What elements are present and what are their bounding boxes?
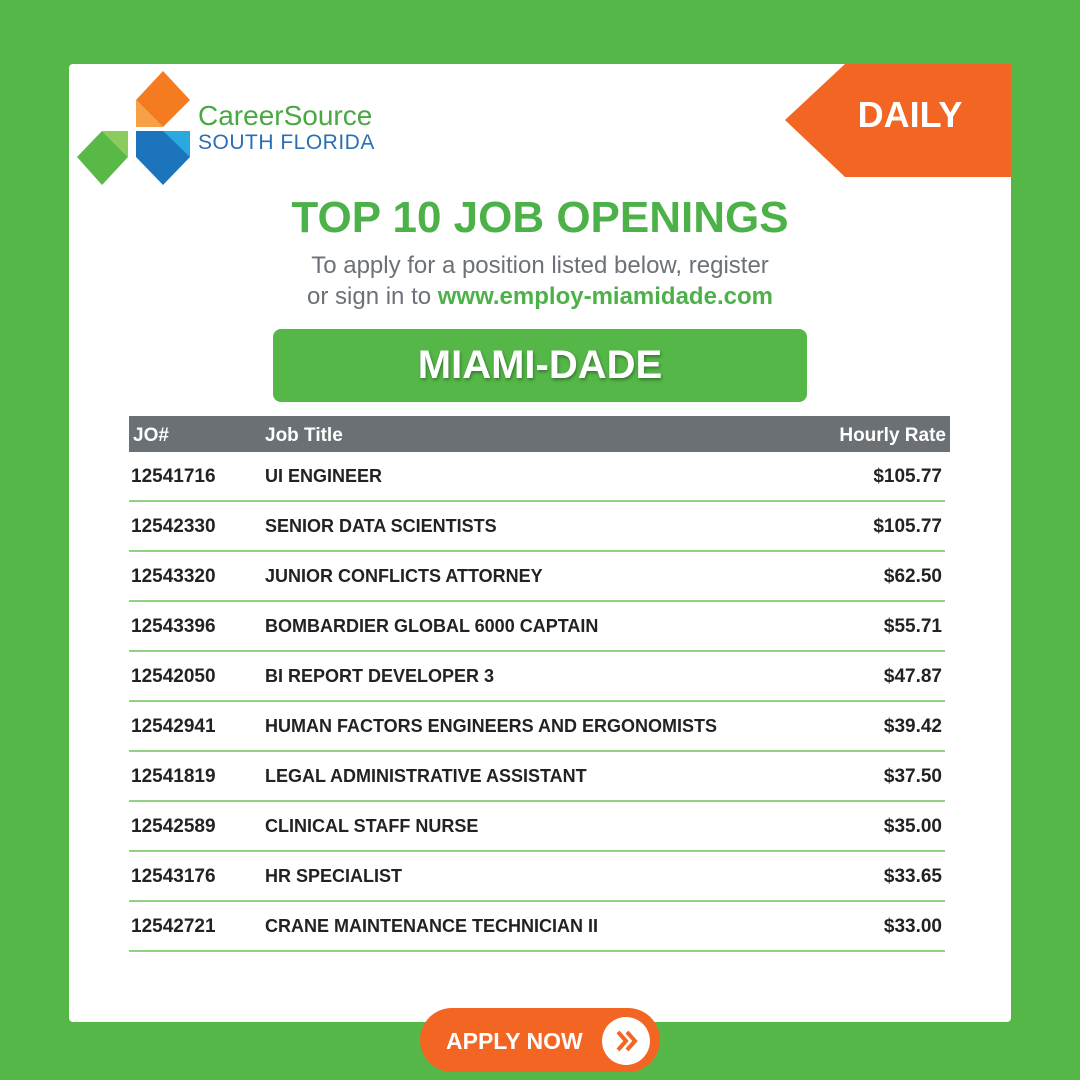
table-row: 12541819 LEGAL ADMINISTRATIVE ASSISTANT $3… (129, 752, 945, 802)
card (69, 64, 1011, 1022)
table-row: 12543396 BOMBARDIER GLOBAL 6000 CAPTAIN $5… (129, 602, 945, 652)
table-row: 12543320 JUNIOR CONFLICTS ATTORNEY $62.50 (129, 552, 945, 602)
table-cell: 12543320 (131, 566, 216, 587)
table-cell: 12541819 (131, 766, 216, 787)
table-cell: JUNIOR CONFLICTS ATTORNEY (265, 566, 543, 586)
header-cell: JO# (133, 425, 169, 446)
table-cell: CRANE MAINTENANCE TECHNICIAN II (265, 916, 598, 936)
logo-name: CareerSource (198, 100, 373, 131)
header-cell: Job Title (265, 425, 343, 446)
subtitle-line: To apply for a position listed below, re… (311, 252, 769, 279)
table-cell: 12542941 (131, 716, 216, 737)
table-cell: $62.50 (883, 566, 942, 587)
table-cell: $105.77 (873, 516, 942, 537)
table-cell: UI ENGINEER (265, 466, 383, 486)
table-cell: 12543396 (131, 616, 216, 637)
table-cell: LEGAL ADMINISTRATIVE ASSISTANT (265, 766, 587, 786)
button-label: APPLY NOW (446, 1028, 583, 1054)
table-cell: 12543176 (131, 866, 216, 887)
table-cell: SENIOR DATA SCIENTISTS (265, 516, 497, 536)
table-row: 12542721 CRANE MAINTENANCE TECHNICIAN II $… (129, 902, 945, 952)
header-cell: Hourly Rate (839, 425, 946, 446)
table-cell: 12541716 (131, 466, 216, 487)
table-cell: CLINICAL STAFF NURSE (265, 816, 479, 836)
table-row: 12542050 BI REPORT DEVELOPER 3 $47.87 (129, 652, 945, 702)
apply-button[interactable]: APPLY NOW (420, 1008, 660, 1072)
table-cell: 12542330 (131, 516, 216, 537)
table-cell: $47.87 (883, 666, 942, 687)
table-cell: 12542050 (131, 666, 216, 687)
subtitle-text: or sign in to (307, 283, 432, 310)
area-label: MIAMI-DADE (273, 329, 807, 402)
table-cell: $37.50 (883, 766, 942, 787)
button-icon (602, 1017, 650, 1065)
table-cell: BOMBARDIER GLOBAL 6000 CAPTAIN (265, 616, 599, 636)
table-cell: $55.71 (883, 616, 942, 637)
table-row: 12541716 UI ENGINEER $105.77 (129, 452, 945, 502)
table-cell: $39.42 (883, 716, 942, 737)
table-cell: $33.00 (883, 916, 942, 937)
table-row: 12542941 HUMAN FACTORS ENGINEERS AND ERGO… (129, 702, 945, 752)
subtitle-line: or sign in to www.employ-miamidade.com (0, 283, 1080, 311)
logo-region: SOUTH FLORIDA (198, 131, 375, 154)
table-row: 12543176 HR SPECIALIST $33.65 (129, 852, 945, 902)
table-row: 12542589 CLINICAL STAFF NURSE $35.00 (129, 802, 945, 852)
table-cell: 12542589 (131, 816, 216, 837)
table-header: JO# Job Title Hourly Rate (129, 416, 950, 452)
table-cell: BI REPORT DEVELOPER 3 (265, 666, 495, 686)
table-cell: 12542721 (131, 916, 216, 937)
table-cell: $33.65 (883, 866, 942, 887)
badge-shape (785, 64, 1011, 177)
table-cell: HR SPECIALIST (265, 866, 403, 886)
table-cell: HUMAN FACTORS ENGINEERS AND ERGONOMISTS (265, 716, 718, 736)
table-row: 12542330 SENIOR DATA SCIENTISTS $105.77 (129, 502, 945, 552)
logo-mark (77, 71, 190, 185)
link[interactable]: www.employ-miamidade.com (437, 283, 773, 310)
badge: DAILY (857, 94, 963, 135)
title: TOP 10 JOB OPENINGS (291, 193, 789, 242)
table-cell: $35.00 (883, 816, 942, 837)
table-cell: $105.77 (873, 466, 942, 487)
